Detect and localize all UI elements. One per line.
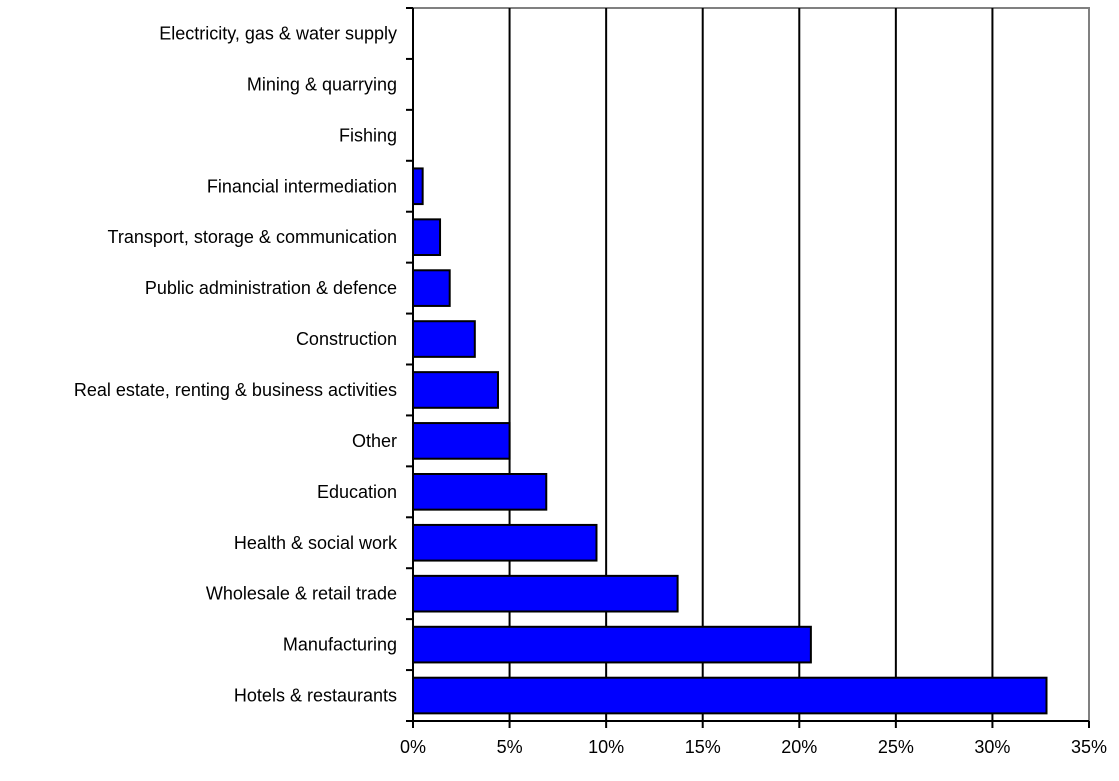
x-tick-label: 15% xyxy=(685,737,721,757)
category-label: Education xyxy=(317,482,397,502)
bar xyxy=(412,574,679,613)
axis-labels: Electricity, gas & water supply Mining & … xyxy=(74,23,1107,757)
bar xyxy=(412,625,812,664)
x-tick-label: 5% xyxy=(497,737,523,757)
category-label: Public administration & defence xyxy=(145,278,397,298)
plot-area-border xyxy=(412,7,1090,722)
x-tick-label: 0% xyxy=(400,737,426,757)
bar xyxy=(412,269,451,307)
bar xyxy=(412,218,442,257)
x-tick-label: 35% xyxy=(1071,737,1107,757)
category-label: Health & social work xyxy=(234,533,398,553)
category-label: Financial intermediation xyxy=(207,176,397,196)
category-label: Electricity, gas & water supply xyxy=(159,23,397,43)
category-label: Construction xyxy=(296,329,397,349)
bar xyxy=(412,472,548,511)
bar xyxy=(412,320,476,358)
category-label: Wholesale & retail trade xyxy=(206,584,397,604)
category-label: Real estate, renting & business activiti… xyxy=(74,380,397,400)
category-label: Mining & quarrying xyxy=(247,74,397,94)
x-tick-label: 10% xyxy=(588,737,624,757)
x-tick-label: 20% xyxy=(781,737,817,757)
category-label: Other xyxy=(352,431,397,451)
bar xyxy=(412,422,511,460)
bars xyxy=(412,167,1048,715)
category-label: Fishing xyxy=(339,125,397,145)
category-label: Transport, storage & communication xyxy=(108,227,397,247)
axes xyxy=(406,7,1090,728)
bar xyxy=(412,371,499,409)
category-label: Hotels & restaurants xyxy=(234,686,397,706)
x-tick-label: 25% xyxy=(878,737,914,757)
gridlines xyxy=(412,7,1090,722)
bar xyxy=(412,167,424,206)
x-tick-label: 30% xyxy=(974,737,1010,757)
category-label: Manufacturing xyxy=(283,635,397,655)
bar xyxy=(412,676,1048,715)
bar xyxy=(412,523,598,562)
